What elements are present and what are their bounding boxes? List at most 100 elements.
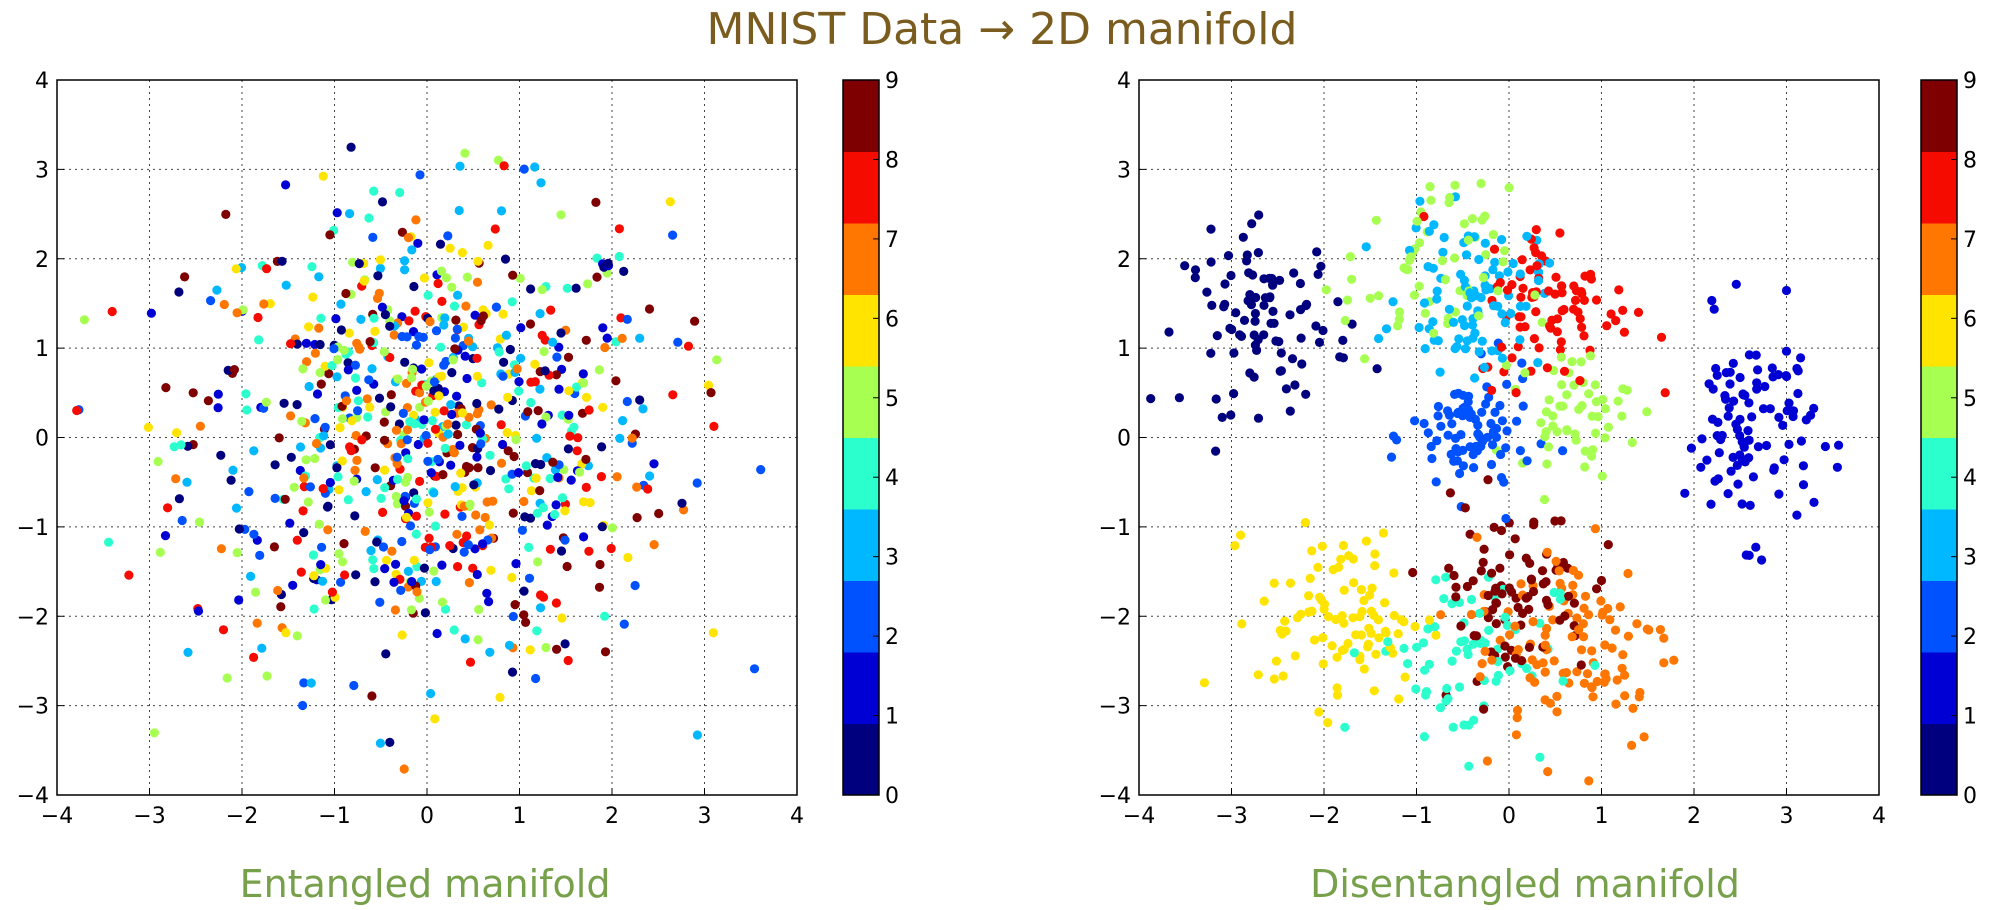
colorbar-segment (843, 509, 879, 581)
data-point (1441, 572, 1451, 582)
data-point (1769, 465, 1779, 475)
data-point (542, 520, 552, 530)
data-point (241, 389, 251, 399)
data-point (1544, 395, 1554, 405)
x-tick-label: 2 (1687, 804, 1701, 829)
data-point (618, 416, 628, 426)
data-point (1714, 431, 1724, 441)
data-point (1424, 615, 1434, 625)
data-point (1596, 575, 1607, 586)
data-point (276, 602, 286, 612)
data-point (252, 618, 262, 628)
data-point (472, 398, 482, 409)
data-point (1489, 522, 1499, 533)
data-point (1706, 499, 1716, 509)
data-point (1276, 348, 1286, 358)
data-point (1370, 549, 1380, 559)
data-point (1280, 616, 1290, 626)
data-point (452, 324, 462, 334)
data-point (1386, 452, 1397, 462)
data-point (1456, 430, 1466, 440)
colorbar-segment (1921, 294, 1957, 367)
data-point (1557, 380, 1567, 390)
data-point (405, 417, 415, 427)
data-point (572, 446, 582, 456)
data-point (560, 639, 570, 649)
data-point (1515, 322, 1525, 332)
data-point (551, 598, 562, 608)
data-point (1275, 366, 1285, 376)
data-point (1788, 411, 1798, 422)
x-tick-label: 2 (605, 804, 619, 829)
data-point (472, 277, 483, 287)
colorbar-tick-label: 6 (885, 307, 899, 332)
data-point (435, 239, 446, 249)
data-point (1559, 366, 1570, 376)
data-point (551, 500, 561, 510)
data-point (1431, 477, 1441, 487)
data-point (1229, 348, 1239, 358)
y-tick-label: −1 (1099, 516, 1131, 541)
data-point (1448, 722, 1458, 732)
data-point (541, 642, 551, 653)
data-point (437, 296, 447, 306)
data-point (493, 155, 503, 165)
data-point (484, 597, 494, 607)
data-point (1360, 354, 1370, 364)
data-point (350, 360, 360, 370)
data-point (623, 552, 633, 563)
data-point (324, 369, 334, 379)
data-point (1735, 431, 1745, 441)
data-point (1518, 401, 1528, 411)
data-point (1431, 630, 1441, 640)
data-point (472, 353, 482, 363)
data-point (560, 506, 570, 516)
data-point (423, 498, 433, 508)
data-point (345, 442, 355, 452)
data-point (452, 529, 462, 539)
data-point (443, 429, 453, 439)
data-point (445, 243, 455, 253)
data-point (1226, 410, 1236, 420)
data-point (465, 657, 476, 667)
data-point (391, 425, 401, 435)
data-point (1211, 394, 1221, 404)
data-point (1574, 625, 1584, 635)
x-tick-label: 3 (1780, 804, 1794, 829)
data-point (338, 557, 348, 567)
data-point (579, 532, 589, 542)
data-point (325, 477, 335, 488)
data-point (343, 358, 353, 368)
data-point (1556, 337, 1566, 347)
data-point (446, 400, 456, 410)
data-point (1259, 596, 1269, 606)
data-point (1491, 598, 1501, 608)
data-point (1543, 767, 1553, 777)
data-point (419, 273, 429, 283)
data-point (630, 580, 640, 591)
colorbar-tick-label: 2 (885, 625, 899, 650)
y-tick-label: 2 (35, 248, 49, 273)
data-point (1555, 228, 1565, 238)
data-point (1462, 301, 1472, 311)
caption-disentangled: Disentangled manifold (1310, 862, 1740, 906)
data-point (1361, 242, 1371, 252)
data-point (1796, 353, 1806, 363)
data-point (1419, 298, 1430, 308)
data-point (430, 714, 440, 724)
data-point (1319, 599, 1330, 609)
data-point (399, 496, 409, 506)
data-point (533, 406, 543, 416)
data-point (459, 547, 469, 557)
data-point (1190, 273, 1200, 283)
data-point (554, 384, 564, 394)
data-point (1311, 321, 1321, 331)
data-point (1475, 672, 1485, 682)
data-point (1444, 410, 1455, 420)
data-point (1563, 591, 1574, 601)
data-point (499, 357, 509, 367)
data-point (1739, 441, 1749, 451)
data-point (526, 284, 536, 294)
data-point (600, 611, 610, 621)
x-tick-label: −2 (226, 804, 258, 829)
